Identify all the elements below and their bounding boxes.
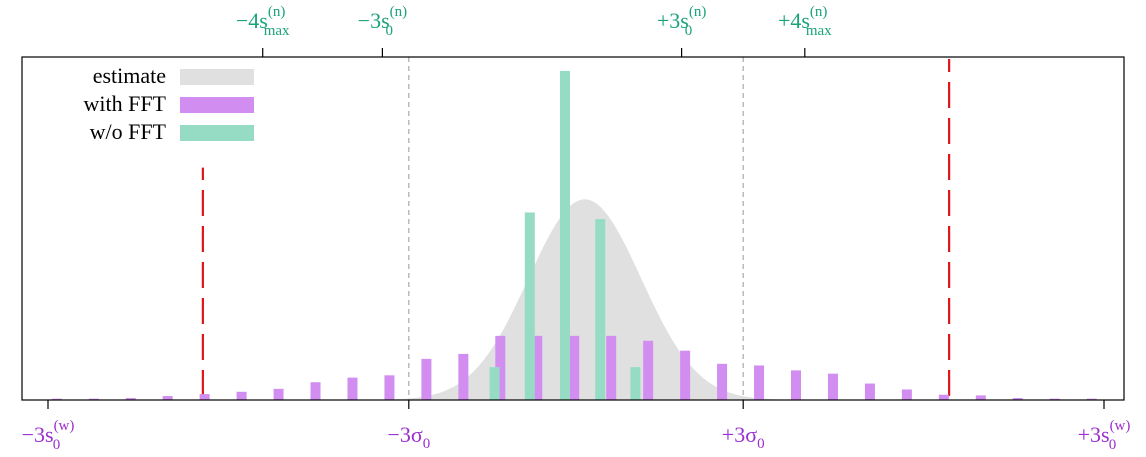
bar-without-fft-4	[630, 367, 641, 400]
bottom-tick-label-2: +3σ0	[722, 422, 765, 452]
bar-with-fft-18	[717, 363, 728, 400]
bar-with-fft-10	[421, 358, 432, 400]
bar-with-fft-22	[864, 383, 875, 400]
bar-without-fft-1	[524, 212, 535, 400]
bar-with-fft-3	[162, 396, 173, 400]
legend-swatch-0	[180, 69, 254, 85]
plot-frame	[21, 56, 1125, 401]
bottom-tick-label-0: −3s(w) 0	[22, 418, 75, 453]
top-tick-label-2: +3s(n) 0	[657, 4, 706, 39]
bar-with-fft-15	[606, 335, 617, 400]
bottom-tick-label-3: +3s(w) 0	[1078, 418, 1131, 453]
bottom-tick-label-1: −3σ0	[387, 422, 430, 452]
bar-with-fft-4	[199, 394, 210, 400]
bar-with-fft-28	[1086, 398, 1097, 400]
bar-with-fft-1	[88, 398, 99, 400]
bar-with-fft-17	[680, 350, 691, 400]
bar-with-fft-20	[791, 370, 801, 400]
bar-with-fft-16	[643, 340, 654, 400]
bar-with-fft-19	[754, 365, 765, 400]
bar-with-fft-9	[384, 375, 395, 400]
bar-with-fft-0	[51, 398, 62, 400]
bar-without-fft-2	[560, 71, 570, 400]
bar-with-fft-23	[901, 389, 912, 400]
bar-with-fft-25	[975, 395, 986, 400]
bar-without-fft-0	[489, 367, 500, 400]
bar-with-fft-13	[532, 335, 543, 400]
bar-with-fft-8	[347, 377, 358, 400]
estimate-curve	[48, 199, 1104, 400]
bar-with-fft-27	[1049, 398, 1060, 400]
legend-label-1: with FFT	[83, 91, 166, 116]
legend-swatch-1	[180, 97, 254, 113]
bar-with-fft-2	[125, 398, 136, 400]
legend-label-2: w/o FFT	[90, 119, 167, 144]
bar-with-fft-6	[273, 388, 284, 400]
bar-without-fft-3	[595, 219, 606, 400]
bar-with-fft-24	[938, 394, 949, 400]
bar-with-fft-21	[827, 373, 838, 400]
top-tick-label-3: +4s(n) max	[778, 4, 832, 39]
bar-with-fft-12	[495, 335, 506, 400]
top-tick-label-0: −4s(n) max	[236, 4, 290, 39]
bar-with-fft-7	[310, 382, 321, 400]
legend-label-0: estimate	[93, 63, 166, 88]
top-tick-label-1: −3s(n) 0	[358, 4, 407, 39]
legend-swatch-2	[180, 125, 254, 141]
bar-with-fft-11	[458, 353, 469, 400]
bar-with-fft-14	[569, 335, 580, 400]
bar-with-fft-26	[1012, 398, 1023, 400]
bar-with-fft-5	[236, 391, 247, 400]
